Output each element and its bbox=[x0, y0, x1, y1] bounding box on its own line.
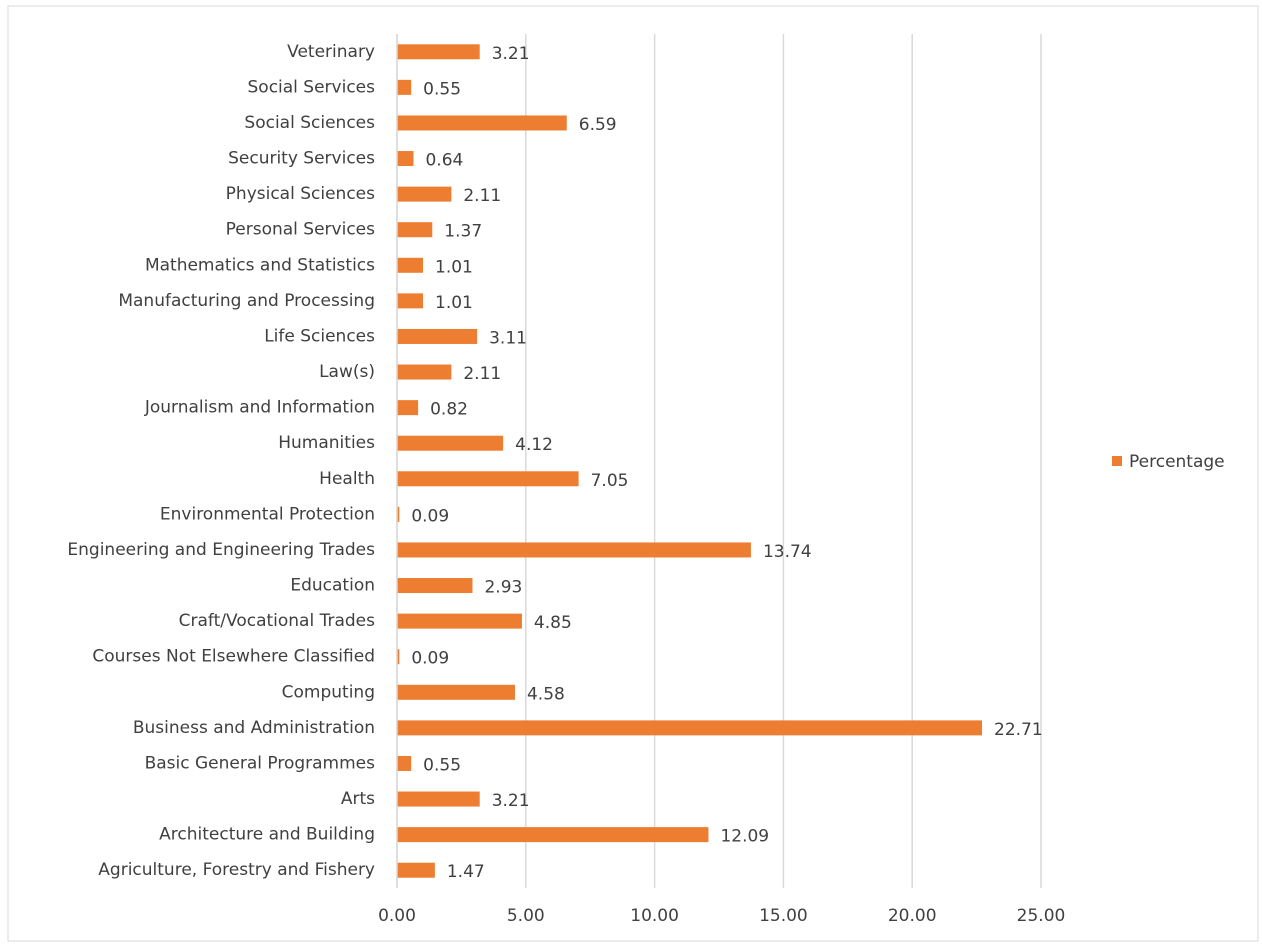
legend-swatch bbox=[1112, 456, 1122, 466]
bar bbox=[397, 827, 709, 843]
bar bbox=[397, 755, 412, 771]
y-tick-label: Education bbox=[290, 576, 375, 596]
y-tick-label: Law(s) bbox=[319, 362, 375, 382]
y-tick-label: Manufacturing and Processing bbox=[118, 291, 375, 311]
bar bbox=[397, 720, 983, 736]
bar bbox=[397, 79, 412, 95]
bar bbox=[397, 44, 480, 60]
y-tick-label: Social Services bbox=[248, 77, 376, 97]
value-label: 1.01 bbox=[435, 293, 473, 313]
value-label: 1.47 bbox=[447, 862, 485, 882]
bar bbox=[397, 506, 400, 522]
value-label: 0.09 bbox=[411, 649, 449, 669]
y-tick-label: Engineering and Engineering Trades bbox=[67, 540, 375, 560]
value-label: 0.64 bbox=[425, 151, 463, 171]
value-label: 3.11 bbox=[489, 328, 527, 348]
value-label: 13.74 bbox=[763, 542, 812, 562]
value-label: 2.93 bbox=[484, 578, 522, 598]
value-label: 4.58 bbox=[527, 684, 565, 704]
bar bbox=[397, 435, 504, 451]
y-tick-label: Basic General Programmes bbox=[145, 753, 376, 773]
legend-label: Percentage bbox=[1129, 452, 1225, 472]
x-tick-label: 10.00 bbox=[630, 906, 679, 926]
y-tick-label: Journalism and Information bbox=[144, 398, 375, 418]
x-tick-label: 5.00 bbox=[507, 906, 545, 926]
bar bbox=[397, 186, 452, 202]
chart-border bbox=[7, 5, 1259, 942]
y-tick-label: Architecture and Building bbox=[159, 825, 375, 845]
bar bbox=[397, 684, 515, 700]
y-tick-label: Agriculture, Forestry and Fishery bbox=[98, 860, 375, 880]
x-tick-label: 15.00 bbox=[759, 906, 808, 926]
x-tick-label: 20.00 bbox=[888, 906, 937, 926]
y-tick-label: Social Sciences bbox=[244, 113, 375, 133]
y-tick-label: Environmental Protection bbox=[160, 504, 375, 524]
value-label: 0.82 bbox=[430, 400, 468, 420]
value-label: 1.37 bbox=[444, 222, 482, 242]
value-label: 4.12 bbox=[515, 435, 553, 455]
value-label: 4.85 bbox=[534, 613, 572, 633]
y-tick-label: Life Sciences bbox=[264, 326, 375, 346]
y-tick-label: Health bbox=[319, 469, 375, 489]
y-tick-label: Personal Services bbox=[226, 220, 375, 240]
bar bbox=[397, 471, 579, 487]
y-tick-label: Computing bbox=[282, 682, 375, 702]
y-tick-label: Humanities bbox=[278, 433, 375, 453]
bar bbox=[397, 293, 424, 309]
y-tick-label: Security Services bbox=[228, 149, 375, 169]
value-label: 0.55 bbox=[423, 79, 461, 99]
bar bbox=[397, 542, 751, 558]
value-label: 0.09 bbox=[411, 506, 449, 526]
bar bbox=[397, 328, 478, 344]
bar bbox=[397, 115, 567, 131]
bar bbox=[397, 151, 414, 167]
bar bbox=[397, 222, 433, 238]
y-tick-label: Courses Not Elsewhere Classified bbox=[92, 647, 375, 667]
bar bbox=[397, 257, 424, 273]
y-tick-label: Arts bbox=[341, 789, 375, 809]
y-tick-label: Craft/Vocational Trades bbox=[179, 611, 375, 631]
value-label: 2.11 bbox=[463, 364, 501, 384]
value-label: 22.71 bbox=[994, 720, 1043, 740]
bar bbox=[397, 613, 522, 629]
value-label: 0.55 bbox=[423, 755, 461, 775]
value-label: 12.09 bbox=[720, 827, 769, 847]
bar bbox=[397, 364, 452, 380]
y-tick-label: Mathematics and Statistics bbox=[145, 255, 375, 275]
value-label: 1.01 bbox=[435, 257, 473, 277]
x-tick-label: 25.00 bbox=[1017, 906, 1066, 926]
value-label: 3.21 bbox=[492, 791, 530, 811]
bar bbox=[397, 862, 435, 878]
bar bbox=[397, 791, 480, 807]
bar bbox=[397, 578, 473, 594]
y-tick-label: Veterinary bbox=[287, 42, 375, 62]
value-label: 6.59 bbox=[579, 115, 617, 135]
value-label: 2.11 bbox=[463, 186, 501, 206]
bar bbox=[397, 649, 400, 665]
x-tick-label: 0.00 bbox=[378, 906, 416, 926]
y-tick-label: Physical Sciences bbox=[226, 184, 375, 204]
value-label: 7.05 bbox=[591, 471, 629, 491]
bar bbox=[397, 400, 419, 416]
y-tick-label: Business and Administration bbox=[133, 718, 375, 738]
value-label: 3.21 bbox=[492, 44, 530, 64]
